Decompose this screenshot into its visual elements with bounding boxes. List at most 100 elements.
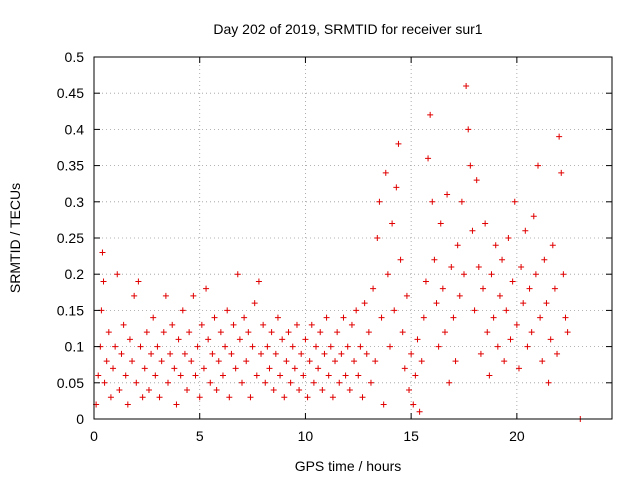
data-point xyxy=(148,350,155,357)
data-point xyxy=(313,343,319,350)
data-point xyxy=(429,198,436,205)
data-point xyxy=(145,387,152,394)
data-point xyxy=(490,314,497,321)
data-point xyxy=(496,292,503,299)
data-point xyxy=(488,271,495,278)
data-point xyxy=(203,285,210,292)
data-point xyxy=(304,394,311,401)
data-point xyxy=(296,387,303,394)
data-point xyxy=(408,350,415,357)
data-point xyxy=(467,162,474,169)
data-point xyxy=(361,300,368,307)
data-point xyxy=(463,82,470,89)
data-point xyxy=(473,177,480,184)
data-point xyxy=(247,394,254,401)
data-point xyxy=(234,271,241,278)
data-point xyxy=(277,372,284,379)
data-point xyxy=(543,300,550,307)
data-point xyxy=(520,300,527,307)
data-point xyxy=(207,379,214,386)
data-point xyxy=(399,329,406,336)
data-point xyxy=(99,249,106,256)
data-point xyxy=(518,263,525,270)
data-point xyxy=(332,358,339,365)
data-point xyxy=(346,387,353,394)
data-point xyxy=(198,321,205,328)
data-point xyxy=(211,314,218,321)
data-point xyxy=(105,329,112,336)
data-point xyxy=(192,372,199,379)
data-point xyxy=(382,169,389,176)
data-point xyxy=(475,263,482,270)
data-point xyxy=(342,372,349,379)
data-point xyxy=(270,387,277,394)
data-point xyxy=(433,300,440,307)
data-point xyxy=(524,343,531,350)
y-tick-label: 0.3 xyxy=(65,194,85,210)
data-point xyxy=(321,350,328,357)
data-point xyxy=(239,379,245,386)
data-point xyxy=(509,278,516,285)
data-point xyxy=(310,379,317,386)
data-point xyxy=(503,307,510,314)
data-point xyxy=(175,336,182,343)
data-point xyxy=(236,336,243,343)
data-point xyxy=(376,198,383,205)
data-point xyxy=(511,198,518,205)
data-point xyxy=(439,285,446,292)
axis-ticks: 0 5 10 15 20 0 0.05 0.1 0.15 0.2 0.25 0.3 0.35 0.4 0.4… xyxy=(57,49,612,444)
data-point xyxy=(266,365,273,372)
data-point xyxy=(477,350,484,357)
data-point xyxy=(560,271,567,278)
data-point xyxy=(480,285,487,292)
data-point xyxy=(258,350,265,357)
data-point xyxy=(245,329,252,336)
data-point xyxy=(507,336,514,343)
data-point xyxy=(425,155,432,162)
data-point xyxy=(340,314,347,321)
data-point xyxy=(177,372,184,379)
data-point xyxy=(283,358,290,365)
data-point xyxy=(95,372,102,379)
data-point xyxy=(435,343,442,350)
data-point xyxy=(501,358,508,365)
y-tick-label: 0.05 xyxy=(57,375,84,391)
data-point xyxy=(551,285,558,292)
data-point xyxy=(131,292,138,299)
data-point xyxy=(359,394,366,401)
data-point xyxy=(329,394,336,401)
data-point xyxy=(315,365,322,372)
data-point xyxy=(287,379,294,386)
data-point xyxy=(406,387,413,394)
data-point xyxy=(334,329,341,336)
data-point xyxy=(370,285,377,292)
data-point xyxy=(103,358,110,365)
data-point xyxy=(353,307,360,314)
data-point xyxy=(274,314,281,321)
data-point xyxy=(167,350,174,357)
data-point xyxy=(308,321,315,328)
data-point xyxy=(348,321,355,328)
data-point xyxy=(285,329,292,336)
data-point xyxy=(323,314,330,321)
data-point xyxy=(401,365,408,372)
data-points xyxy=(93,82,584,422)
data-point xyxy=(112,343,119,350)
x-tick-label: 10 xyxy=(298,428,314,444)
data-point xyxy=(181,350,188,357)
y-tick-label: 0.2 xyxy=(65,266,85,282)
data-point xyxy=(319,387,326,394)
data-point xyxy=(416,408,423,415)
data-point xyxy=(454,242,461,249)
data-point xyxy=(317,329,324,336)
data-point xyxy=(137,343,144,350)
data-point xyxy=(133,379,140,386)
data-point xyxy=(243,358,250,365)
data-point xyxy=(357,343,364,350)
data-point xyxy=(260,321,267,328)
data-point xyxy=(545,379,552,386)
data-point xyxy=(384,271,391,278)
data-point xyxy=(122,372,129,379)
